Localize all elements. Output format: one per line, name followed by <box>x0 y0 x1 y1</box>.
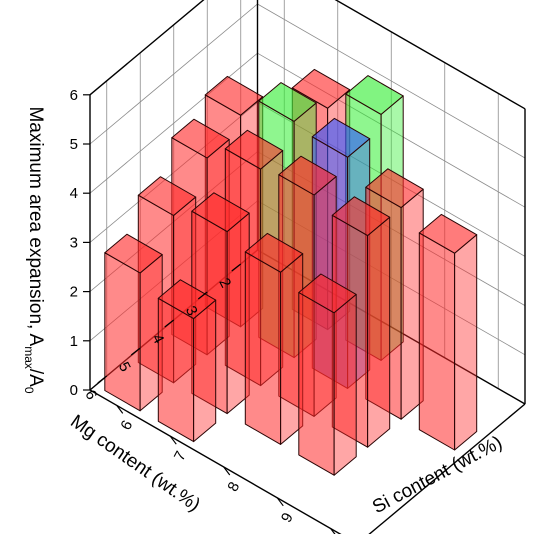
bar-face-front <box>244 251 282 445</box>
z-tick-label: 2 <box>70 284 78 301</box>
bar-face-top <box>365 168 424 209</box>
bar-face-top <box>191 192 250 233</box>
bar-face-top <box>157 279 217 320</box>
z-tick-label: 3 <box>70 234 78 251</box>
axis-frame-line <box>89 0 205 96</box>
x-axis-title: Si content (wt.%) <box>369 432 506 518</box>
bar-face-top <box>224 129 284 170</box>
bar-face-top <box>331 196 391 237</box>
si-tick-mark <box>276 497 284 507</box>
mg-tick-mark <box>97 375 108 384</box>
si-tick-mark <box>330 528 336 534</box>
mg-tick-mark <box>231 263 242 272</box>
bar-face-top <box>345 75 404 115</box>
bar-face-front <box>418 232 456 451</box>
bar-si7-mg6 <box>157 279 217 443</box>
mg-tick-mark <box>130 347 141 356</box>
bar-si9-mg4 <box>331 196 391 448</box>
si-tick-label: 8 <box>224 479 243 494</box>
bar-face-top <box>204 75 264 116</box>
bars-layer <box>104 68 478 476</box>
axis-frame-line <box>368 403 526 534</box>
z-tick-label: 1 <box>70 333 78 350</box>
bar-si9-mg5 <box>298 273 357 476</box>
bar-si10-mg3 <box>418 213 478 451</box>
bar-face-top <box>418 213 478 254</box>
bar-face-top <box>244 232 304 273</box>
bar-face-top <box>137 176 197 216</box>
si-tick-mark <box>169 435 177 445</box>
bar-si9-mg3 <box>365 168 424 420</box>
z-tick-label: 4 <box>70 185 78 202</box>
mg-tick-mark <box>197 291 208 300</box>
z-tick-label: 0 <box>70 382 78 399</box>
bar-face-front <box>104 252 141 412</box>
bar-face-top <box>311 117 371 158</box>
bar-face-side <box>333 293 357 476</box>
bar-face-top <box>258 82 317 122</box>
bar-face-top <box>291 68 351 109</box>
mg-tick-mark <box>164 319 175 328</box>
bar-face-side <box>193 299 217 443</box>
si-tick-label: 7 <box>171 448 190 463</box>
bar-face-side <box>367 216 391 448</box>
svg-text:Maximum area expansion, Amax/A: Maximum area expansion, Amax/A0 <box>22 106 46 393</box>
bar-face-top <box>104 233 163 274</box>
bar-si6-mg6 <box>104 233 163 412</box>
axis-frame-line <box>334 0 526 110</box>
z-axis-title: Maximum area expansion, Amax/A0 <box>22 106 46 393</box>
bar-face-front <box>157 297 195 443</box>
bar-face-front <box>298 292 335 476</box>
bar-si7-mg5 <box>191 192 250 415</box>
bar-si8-mg5 <box>244 232 304 445</box>
z-tick-label: 5 <box>70 136 78 153</box>
si-tick-mark <box>223 466 231 476</box>
bar-face-top <box>171 118 230 159</box>
si-tick-label: 9 <box>278 510 297 525</box>
bar-face-side <box>454 234 478 451</box>
z-tick-label: 6 <box>70 87 78 104</box>
bar-face-top <box>278 155 337 196</box>
bar-face-top <box>298 273 357 314</box>
svg-text:Si content (wt.%): Si content (wt.%) <box>369 432 506 518</box>
si-tick-mark <box>116 405 124 414</box>
si-tick-label: 6 <box>117 418 136 433</box>
